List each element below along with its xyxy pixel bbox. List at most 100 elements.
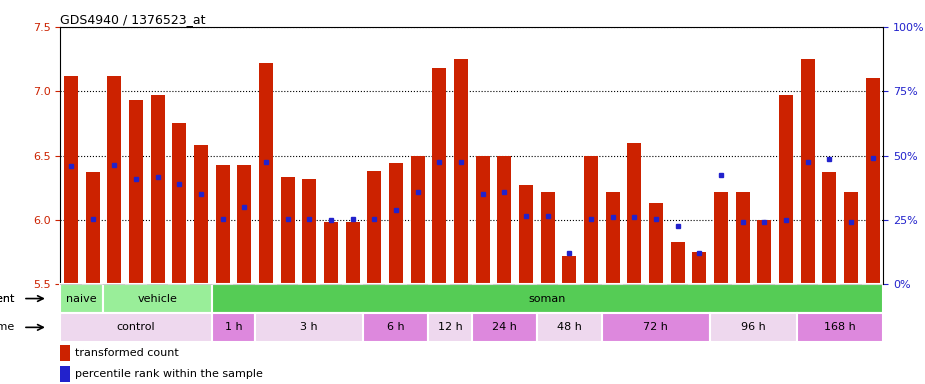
Bar	[472, 313, 536, 342]
Text: percentile rank within the sample: percentile rank within the sample	[75, 369, 263, 379]
Bar	[432, 68, 446, 284]
Text: naive: naive	[67, 293, 97, 304]
Bar	[194, 145, 208, 284]
Text: control: control	[117, 322, 155, 333]
Bar	[147, 284, 168, 285]
Bar	[627, 142, 641, 284]
Bar	[151, 95, 165, 284]
Bar	[753, 284, 775, 285]
Bar	[667, 284, 688, 285]
Bar	[60, 366, 70, 382]
Bar	[515, 284, 536, 285]
Bar	[237, 164, 252, 284]
Bar	[840, 284, 862, 285]
Bar	[602, 313, 710, 342]
Bar	[299, 284, 320, 285]
Text: 1 h: 1 h	[225, 322, 242, 333]
Bar	[280, 177, 295, 284]
Bar	[692, 252, 707, 284]
Bar	[212, 313, 255, 342]
Bar	[710, 313, 796, 342]
Bar	[559, 284, 580, 285]
Bar	[645, 284, 667, 285]
Bar	[796, 284, 819, 285]
Bar	[536, 313, 602, 342]
Text: transformed count: transformed count	[75, 348, 179, 358]
Bar	[454, 59, 468, 284]
Bar	[125, 284, 147, 285]
Bar	[324, 222, 338, 284]
Bar	[86, 172, 100, 284]
Text: agent: agent	[0, 293, 15, 304]
Bar	[191, 284, 212, 285]
Text: soman: soman	[529, 293, 566, 304]
Bar	[216, 164, 229, 284]
Bar	[129, 100, 143, 284]
Bar	[536, 284, 559, 285]
Text: 72 h: 72 h	[644, 322, 669, 333]
Text: 48 h: 48 h	[557, 322, 582, 333]
Bar	[364, 313, 428, 342]
Bar	[844, 192, 857, 284]
Bar	[779, 95, 793, 284]
Bar	[64, 76, 78, 284]
Bar	[732, 284, 753, 285]
Bar	[407, 284, 428, 285]
Bar	[671, 242, 684, 284]
Bar	[714, 192, 728, 284]
Bar	[688, 284, 710, 285]
Bar	[862, 284, 883, 285]
Bar	[775, 284, 796, 285]
Bar	[255, 284, 277, 285]
Bar	[388, 163, 403, 284]
Bar	[60, 284, 81, 285]
Bar	[385, 284, 407, 285]
Bar	[819, 284, 840, 285]
Text: vehicle: vehicle	[138, 293, 178, 304]
Bar	[411, 156, 425, 284]
Bar	[104, 284, 212, 313]
Text: 96 h: 96 h	[741, 322, 766, 333]
Bar	[710, 284, 732, 285]
Bar	[428, 284, 450, 285]
Bar	[580, 284, 602, 285]
Text: 12 h: 12 h	[438, 322, 462, 333]
Bar	[866, 78, 880, 284]
Bar	[472, 284, 493, 285]
Bar	[602, 284, 623, 285]
Bar	[172, 123, 186, 284]
Bar	[519, 185, 533, 284]
Bar	[60, 284, 104, 313]
Bar	[364, 284, 385, 285]
Bar	[367, 171, 381, 284]
Bar	[606, 192, 620, 284]
Bar	[450, 284, 472, 285]
Bar	[623, 284, 645, 285]
Bar	[60, 345, 70, 361]
Bar	[320, 284, 341, 285]
Bar	[277, 284, 299, 285]
Bar	[562, 256, 576, 284]
Bar	[212, 284, 233, 285]
Bar	[648, 203, 663, 284]
Bar	[255, 313, 364, 342]
Bar	[81, 284, 104, 285]
Text: 3 h: 3 h	[301, 322, 318, 333]
Text: GDS4940 / 1376523_at: GDS4940 / 1376523_at	[60, 13, 205, 26]
Bar	[104, 284, 125, 285]
Bar	[60, 313, 212, 342]
Bar	[302, 179, 316, 284]
Bar	[758, 220, 771, 284]
Bar	[800, 59, 815, 284]
Text: 168 h: 168 h	[824, 322, 856, 333]
Bar	[493, 284, 515, 285]
Bar	[498, 156, 512, 284]
Bar	[822, 172, 836, 284]
Text: time: time	[0, 322, 15, 333]
Bar	[233, 284, 255, 285]
Bar	[212, 284, 883, 313]
Text: 24 h: 24 h	[492, 322, 517, 333]
Bar	[107, 76, 121, 284]
Bar	[341, 284, 364, 285]
Bar	[346, 222, 360, 284]
